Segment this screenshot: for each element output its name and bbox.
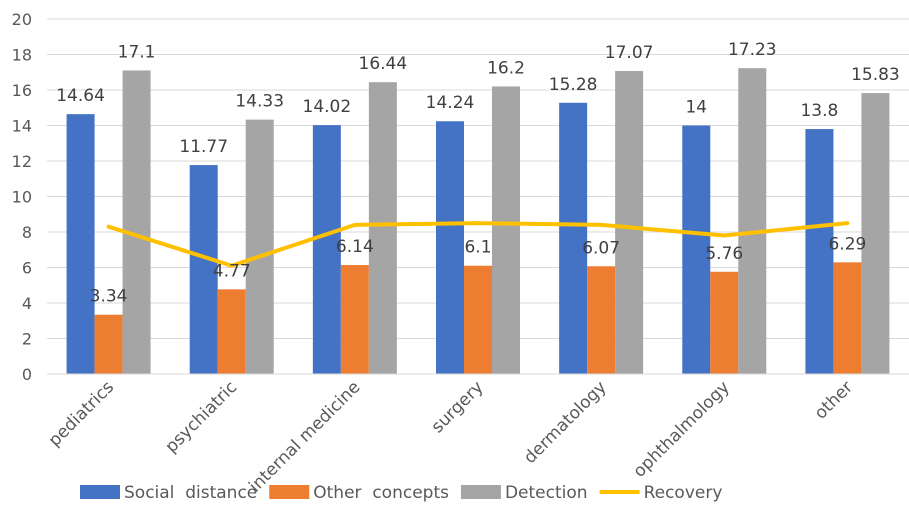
bars-layer <box>66 68 890 375</box>
y-tick-label: 16 <box>12 81 32 100</box>
data-label: 6.07 <box>582 238 620 258</box>
legend-swatch <box>80 485 120 499</box>
bar-social-distance <box>189 165 218 374</box>
bar-social-distance <box>559 102 588 374</box>
bar-other-concepts <box>217 289 246 374</box>
y-tick-label: 10 <box>12 188 32 207</box>
y-tick-label: 6 <box>22 259 32 278</box>
bar-social-distance <box>436 121 464 375</box>
data-label: 6.14 <box>336 237 374 257</box>
y-tick-label: 8 <box>22 223 32 242</box>
data-label: 16.44 <box>359 54 408 74</box>
bar-social-distance <box>805 129 834 374</box>
bar-social-distance <box>682 125 711 374</box>
bar-social-distance <box>66 114 95 374</box>
data-label: 17.1 <box>118 42 156 62</box>
legend-label: Recovery <box>644 483 723 503</box>
data-label: 11.77 <box>179 137 228 157</box>
x-tick-label: pediatrics <box>45 377 118 450</box>
data-label: 15.28 <box>549 75 598 95</box>
y-tick-label: 4 <box>22 294 32 313</box>
data-label: 6.1 <box>464 238 491 258</box>
bar-other-concepts <box>710 271 739 374</box>
data-label: 5.76 <box>705 244 743 264</box>
bar-detection <box>615 71 644 374</box>
legend: Social distance Other concepts Detection Re… <box>80 483 722 503</box>
data-label: 14.24 <box>426 93 475 113</box>
y-tick-label: 0 <box>22 365 32 384</box>
x-axis: pediatrics psychiatric internal medicine su… <box>45 373 909 497</box>
legend-label: Social distance <box>124 483 257 503</box>
bar-detection <box>245 119 274 374</box>
data-label: 15.83 <box>851 65 900 85</box>
y-axis: 0 2 4 6 8 10 12 14 16 18 20 <box>12 10 32 384</box>
data-label: 14 <box>685 98 707 118</box>
y-tick-label: 20 <box>12 10 32 29</box>
legend-label: Other concepts <box>313 483 449 503</box>
data-label: 16.2 <box>487 58 525 78</box>
line-recovery <box>106 221 850 268</box>
data-label: 14.33 <box>235 92 284 112</box>
bar-detection <box>492 86 520 374</box>
y-tick-label: 18 <box>12 46 32 65</box>
line-layer <box>106 221 850 268</box>
x-tick-label: internal medicine <box>245 377 364 496</box>
data-label: 6.29 <box>828 234 866 254</box>
bar-social-distance <box>312 125 341 375</box>
x-tick-label: other <box>811 377 857 423</box>
bar-detection <box>861 93 890 374</box>
legend-label: Detection <box>505 483 588 503</box>
bar-other-concepts <box>587 266 616 374</box>
legend-swatch <box>269 485 310 499</box>
data-label: 13.8 <box>800 101 838 121</box>
bar-detection <box>368 82 397 374</box>
bar-other-concepts <box>464 265 492 374</box>
x-tick-label: psychiatric <box>162 377 242 457</box>
legend-swatch <box>460 485 501 499</box>
data-label: 14.64 <box>56 86 105 106</box>
y-tick-label: 14 <box>12 117 32 136</box>
y-tick-label: 12 <box>12 152 32 171</box>
data-label: 17.23 <box>728 40 777 60</box>
bar-other-concepts <box>94 314 123 374</box>
data-label: 3.34 <box>90 287 128 307</box>
y-tick-label: 2 <box>22 330 32 349</box>
bar-other-concepts <box>833 262 862 374</box>
bar-detection <box>738 68 767 374</box>
x-tick-label: dermatology <box>520 377 610 467</box>
x-tick-label: surgery <box>428 377 488 437</box>
data-labels-layer: 14.64 11.77 14.02 14.24 15.28 14 13.8 3.34 4.77 6… <box>56 40 900 307</box>
data-label: 14.02 <box>303 97 352 117</box>
bar-other-concepts <box>340 265 369 374</box>
data-label: 4.77 <box>213 261 251 281</box>
bar-detection <box>122 70 151 374</box>
data-label: 17.07 <box>605 43 654 63</box>
x-tick-label: ophthalmology <box>630 377 734 481</box>
